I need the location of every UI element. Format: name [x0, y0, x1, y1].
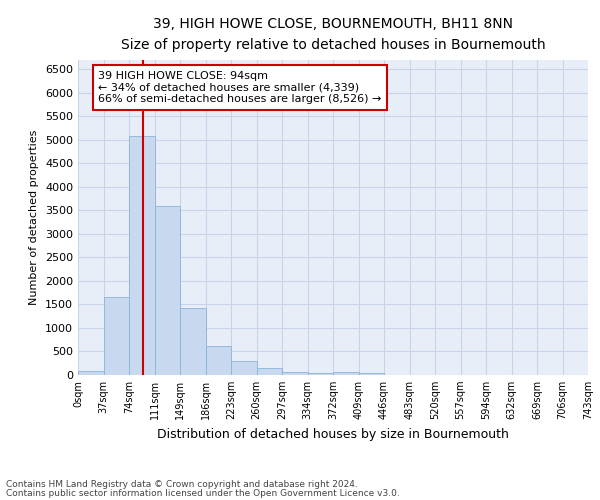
Text: Contains public sector information licensed under the Open Government Licence v3: Contains public sector information licen…: [6, 488, 400, 498]
X-axis label: Distribution of detached houses by size in Bournemouth: Distribution of detached houses by size …: [157, 428, 509, 440]
Y-axis label: Number of detached properties: Number of detached properties: [29, 130, 40, 305]
Title: 39, HIGH HOWE CLOSE, BOURNEMOUTH, BH11 8NN
Size of property relative to detached: 39, HIGH HOWE CLOSE, BOURNEMOUTH, BH11 8…: [121, 18, 545, 52]
Bar: [205, 346, 231, 375]
Bar: [333, 372, 359, 375]
Bar: [129, 136, 155, 375]
Bar: [308, 372, 333, 375]
Bar: [359, 374, 384, 375]
Bar: [104, 298, 129, 375]
Text: Contains HM Land Registry data © Crown copyright and database right 2024.: Contains HM Land Registry data © Crown c…: [6, 480, 358, 489]
Bar: [282, 372, 308, 375]
Text: 39 HIGH HOWE CLOSE: 94sqm
← 34% of detached houses are smaller (4,339)
66% of se: 39 HIGH HOWE CLOSE: 94sqm ← 34% of detac…: [98, 71, 382, 104]
Bar: [78, 372, 104, 375]
Bar: [155, 206, 180, 375]
Bar: [180, 308, 205, 375]
Bar: [257, 368, 282, 375]
Bar: [231, 361, 257, 375]
